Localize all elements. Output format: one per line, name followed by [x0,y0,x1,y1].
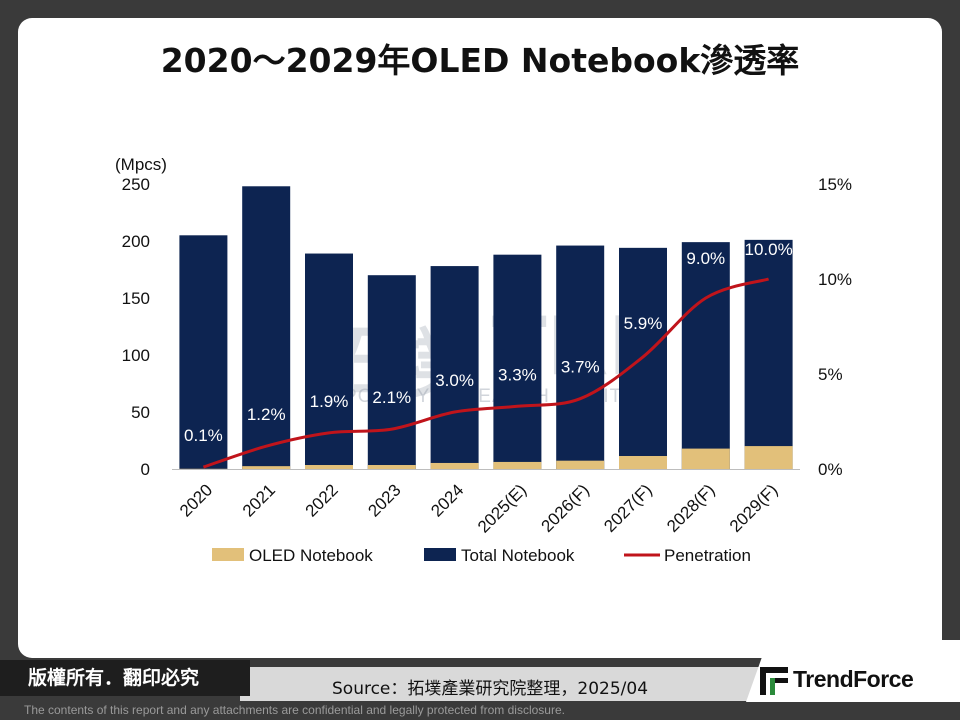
y-tick-right: 15% [818,175,852,194]
trendforce-logo-icon [760,667,788,695]
legend-swatch-oled [212,548,244,561]
total-notebook-bar [242,186,291,469]
y-tick-left: 250 [122,175,150,194]
x-tick-label: 2027(F) [600,480,656,536]
oled-notebook-bar [305,465,353,469]
total-notebook-bar [493,254,542,469]
penetration-data-label: 1.2% [247,405,286,424]
oled-notebook-bar [430,462,479,469]
penetration-data-label: 2.1% [372,388,411,407]
disclaimer: The contents of this report and any atta… [24,703,565,717]
x-tick-label: 2028(F) [663,480,719,536]
oled-notebook-bar [744,446,793,469]
legend-label-penetration: Penetration [664,546,751,565]
x-tick-label: 2021 [239,480,279,520]
legend-swatch-total [424,548,456,561]
y-axis-left-label: (Mpcs) [115,155,167,174]
penetration-data-label: 9.0% [686,249,725,268]
total-notebook-bar [179,235,228,469]
x-tick-label: 2023 [364,480,404,520]
legend-label-total: Total Notebook [461,546,575,565]
x-tick-label: 2020 [176,480,216,520]
penetration-data-label: 5.9% [624,314,663,333]
total-notebook-bar [367,275,416,469]
y-tick-left: 150 [122,289,150,308]
oled-notebook-bar [681,448,730,469]
penetration-data-label: 0.1% [184,426,223,445]
x-tick-label: 2026(F) [537,480,593,536]
oled-notebook-bar [242,466,291,469]
y-tick-left: 0 [141,460,150,479]
total-notebook-bar [556,245,605,469]
source-strip [240,667,760,701]
penetration-data-label: 1.9% [310,392,349,411]
copyright-notice: 版權所有．翻印必究 [0,660,250,696]
legend-label-oled: OLED Notebook [249,546,373,565]
y-tick-left: 100 [122,346,150,365]
oled-notebook-bar [367,465,416,469]
source-text: Source：拓墣產業研究院整理，2025/04 [332,679,649,699]
y-tick-right: 10% [818,270,852,289]
x-tick-label: 2022 [302,480,342,520]
penetration-data-label: 3.7% [561,358,600,377]
chart-title: 2020～2029年OLED Notebook滲透率 [160,41,800,80]
oled-notebook-bar [493,461,542,469]
x-tick-label: 2024 [427,480,467,520]
oled-notebook-bar [619,456,667,469]
y-tick-left: 50 [131,403,150,422]
penetration-data-label: 10.0% [744,240,792,259]
y-tick-right: 5% [818,365,843,384]
penetration-line [202,277,770,469]
brand-name: TrendForce [793,666,914,692]
penetration-data-label: 3.3% [498,365,537,384]
penetration-data-label: 3.0% [435,371,474,390]
total-notebook-bar [744,239,793,469]
x-tick-label: 2029(F) [726,480,782,536]
total-notebook-bar [681,242,730,469]
y-tick-right: 0% [818,460,843,479]
oled-notebook-bar [556,460,605,469]
y-tick-left: 200 [122,232,150,251]
x-tick-label: 2025(E) [474,480,530,536]
total-notebook-bar [430,266,479,469]
